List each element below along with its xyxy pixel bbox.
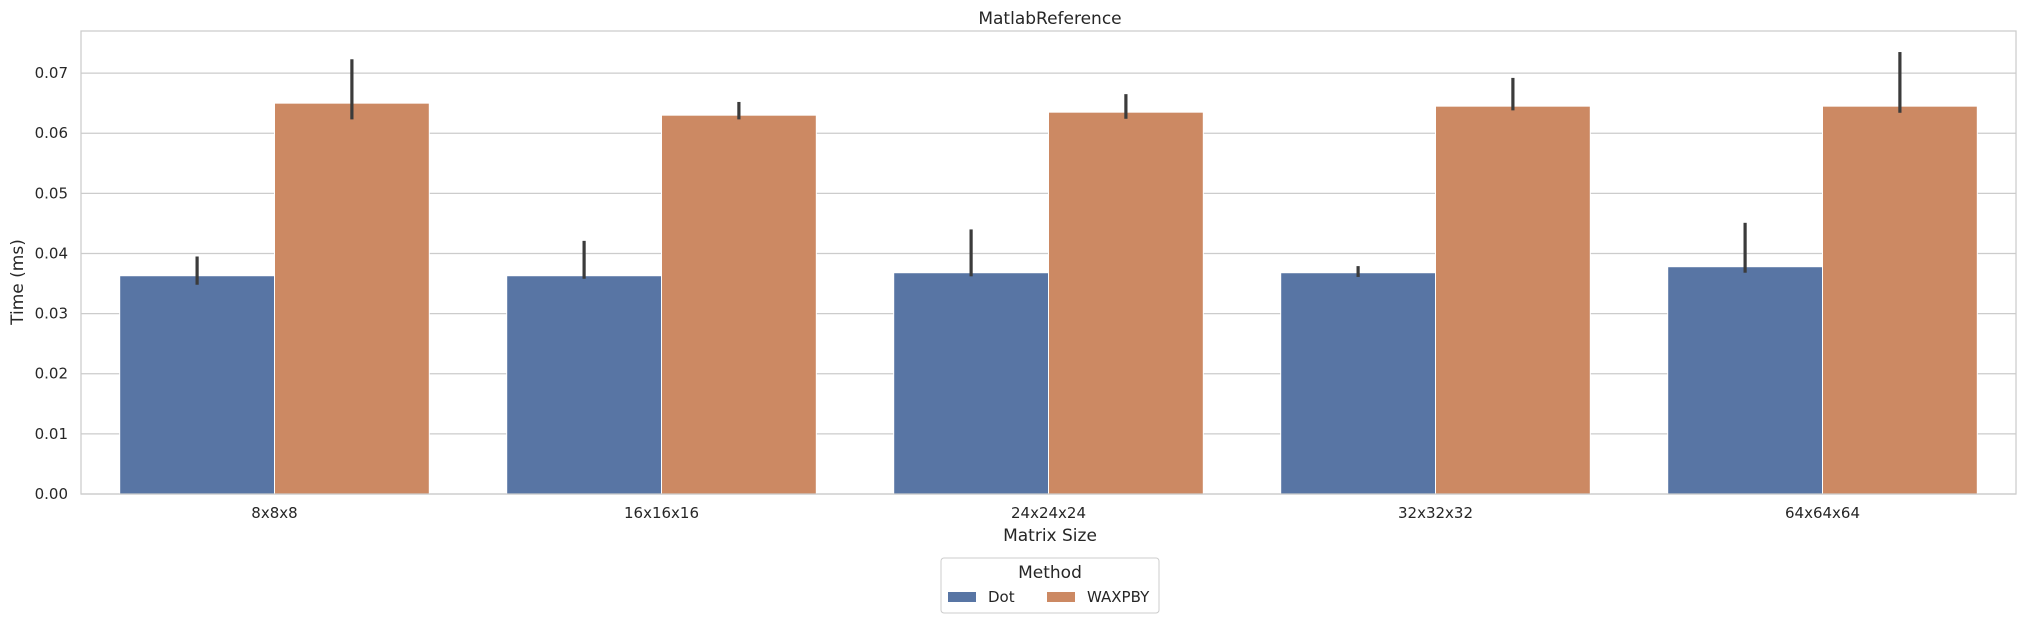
- y-tick-label: 0.04: [35, 244, 68, 262]
- x-tick-label: 64x64x64: [1785, 504, 1860, 522]
- legend-swatch-waxpby: [1047, 592, 1075, 602]
- bar-waxpby-32x32x32: [1435, 105, 1591, 495]
- y-tick-label: 0.07: [35, 64, 68, 82]
- bar-dot-64x64x64: [1667, 266, 1823, 495]
- x-tick-label: 32x32x32: [1398, 504, 1473, 522]
- x-axis-ticks: 8x8x8 16x16x16 24x24x24 32x32x32 64x64x64: [251, 504, 1860, 522]
- plot-frame: [80, 30, 2017, 495]
- x-axis-title: Matrix Size: [1003, 526, 1097, 546]
- bar-waxpby-16x16x16: [661, 114, 817, 495]
- bar-dot-8x8x8: [119, 275, 275, 495]
- y-tick-label: 0.05: [35, 184, 68, 202]
- bar-waxpby-8x8x8: [274, 102, 430, 495]
- legend-title: Method: [1018, 563, 1082, 583]
- legend: Method Dot WAXPBY: [940, 557, 1160, 614]
- bar-dot-24x24x24: [893, 272, 1050, 495]
- y-axis-ticks: 0.00 0.01 0.02 0.03 0.04 0.05 0.06 0.07: [35, 64, 68, 503]
- y-tick-label: 0.01: [35, 425, 68, 443]
- bar-dot-32x32x32: [1280, 272, 1436, 495]
- chart-title: MatlabReference: [978, 9, 1121, 29]
- legend-box: [940, 557, 1160, 614]
- y-tick-label: 0.02: [35, 365, 68, 383]
- x-tick-label: 16x16x16: [624, 504, 699, 522]
- y-axis-title: Time (ms): [8, 239, 28, 326]
- bar-dot-16x16x16: [506, 275, 663, 495]
- y-tick-label: 0.06: [35, 124, 68, 142]
- bars: [119, 102, 1978, 495]
- legend-label-dot: Dot: [988, 588, 1015, 606]
- legend-label-waxpby: WAXPBY: [1087, 588, 1150, 606]
- legend-swatch-dot: [948, 592, 976, 602]
- bar-waxpby-64x64x64: [1822, 105, 1978, 495]
- x-tick-label: 24x24x24: [1011, 504, 1086, 522]
- error-bars: [195, 52, 1902, 285]
- y-tick-label: 0.03: [35, 305, 68, 323]
- x-tick-label: 8x8x8: [251, 504, 297, 522]
- bar-waxpby-24x24x24: [1048, 111, 1204, 495]
- y-tick-label: 0.00: [35, 485, 68, 503]
